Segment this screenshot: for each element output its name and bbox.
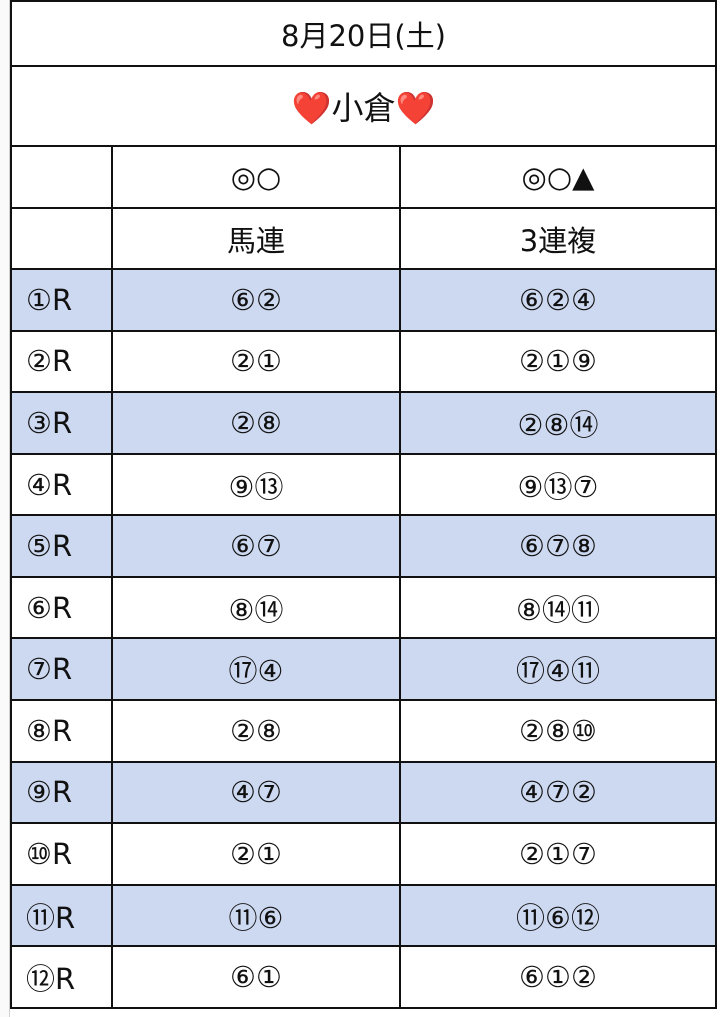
column-name: 3連複	[398, 207, 718, 270]
umaren-pick: ④⑦	[111, 760, 401, 825]
names-row: 馬連 3連複	[10, 207, 718, 270]
race-label: ⑧R	[10, 699, 113, 763]
umaren-pick: ⑥②	[111, 268, 401, 332]
race-label: ⑥R	[10, 575, 113, 640]
venue-row: ❤️小倉❤️	[9, 65, 718, 147]
sanrenpuku-pick: ⑥②④	[398, 268, 718, 332]
sanrenpuku-pick: ②⑧⑩	[398, 699, 718, 763]
column-mark: ◎○▲	[398, 145, 718, 209]
race-row: ⑪R ⑪⑥ ⑪⑥⑫	[10, 883, 718, 948]
umaren-pick: ⑨⑬	[111, 452, 401, 517]
date-title: 8月20日(土)	[9, 0, 718, 67]
race-label: ④R	[10, 452, 113, 517]
race-label: ③R	[10, 391, 113, 455]
column-mark: ◎○	[111, 145, 401, 209]
sanrenpuku-pick: ②①⑦	[398, 822, 718, 886]
empty-cell	[10, 207, 113, 270]
race-label: ⑨R	[10, 760, 113, 825]
column-name: 馬連	[111, 207, 401, 270]
sheet-gutter	[0, 0, 10, 1017]
sanrenpuku-pick: ②①⑨	[398, 329, 718, 394]
race-label: ⑤R	[10, 514, 113, 578]
umaren-pick: ②⑧	[111, 391, 401, 455]
race-row: ①R ⑥② ⑥②④	[10, 268, 718, 332]
sanrenpuku-pick: ⑨⑬⑦	[398, 452, 718, 517]
sanrenpuku-pick: ⑥⑦⑧	[398, 514, 718, 578]
sanrenpuku-pick: ⑧⑭⑪	[398, 575, 718, 640]
race-row: ③R ②⑧ ②⑧⑭	[10, 391, 718, 455]
umaren-pick: ⑥⑦	[111, 514, 401, 578]
sanrenpuku-pick: ⑥①②	[398, 945, 718, 1009]
umaren-pick: ②①	[111, 822, 401, 886]
race-row: ⑦R ⑰④ ⑰④⑪	[10, 637, 718, 702]
race-row: ⑤R ⑥⑦ ⑥⑦⑧	[10, 514, 718, 578]
race-row: ⑨R ④⑦ ④⑦②	[10, 760, 718, 825]
race-label: ⑫R	[10, 945, 113, 1009]
prediction-table: 8月20日(土) ❤️小倉❤️ ◎○ ◎○▲ 馬連 3連複 ①R ⑥② ⑥②④ ②R ②…	[9, 0, 718, 1009]
race-row: ④R ⑨⑬ ⑨⑬⑦	[10, 452, 718, 517]
race-row: ②R ②① ②①⑨	[10, 329, 718, 394]
umaren-pick: ⑧⑭	[111, 575, 401, 640]
table-body: 8月20日(土) ❤️小倉❤️ ◎○ ◎○▲ 馬連 3連複 ①R ⑥② ⑥②④ ②R ②…	[9, 0, 718, 1009]
umaren-pick: ⑪⑥	[111, 883, 401, 948]
umaren-pick: ⑰④	[111, 637, 401, 702]
marks-row: ◎○ ◎○▲	[10, 145, 718, 209]
sanrenpuku-pick: ⑰④⑪	[398, 637, 718, 702]
empty-cell	[10, 145, 113, 209]
sanrenpuku-pick: ⑪⑥⑫	[398, 883, 718, 948]
race-label: ⑩R	[10, 822, 113, 886]
sanrenpuku-pick: ②⑧⑭	[398, 391, 718, 455]
race-row: ⑩R ②① ②①⑦	[10, 822, 718, 886]
umaren-pick: ②①	[111, 329, 401, 394]
race-label: ⑪R	[10, 883, 113, 948]
umaren-pick: ⑥①	[111, 945, 401, 1009]
race-label: ②R	[10, 329, 113, 394]
race-row: ⑧R ②⑧ ②⑧⑩	[10, 699, 718, 763]
umaren-pick: ②⑧	[111, 699, 401, 763]
sanrenpuku-pick: ④⑦②	[398, 760, 718, 825]
race-label: ⑦R	[10, 637, 113, 702]
race-row: ⑥R ⑧⑭ ⑧⑭⑪	[10, 575, 718, 640]
title-row: 8月20日(土)	[9, 0, 718, 67]
race-row: ⑫R ⑥① ⑥①②	[10, 945, 718, 1009]
venue-title: ❤️小倉❤️	[9, 65, 718, 147]
race-label: ①R	[10, 268, 113, 332]
